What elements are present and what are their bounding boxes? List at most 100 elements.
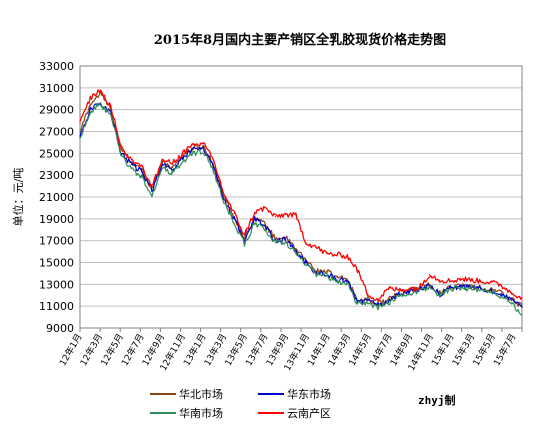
data-point — [213, 160, 215, 162]
data-point — [336, 254, 338, 256]
data-point — [284, 236, 287, 238]
legend-label: 华东市场 — [287, 387, 331, 401]
data-point — [500, 295, 503, 297]
data-point — [192, 148, 194, 150]
data-point — [511, 302, 513, 304]
data-point — [418, 287, 420, 289]
series-line-3 — [79, 102, 523, 316]
data-point — [305, 261, 307, 264]
data-point — [233, 222, 235, 224]
data-point — [521, 306, 523, 308]
data-point — [223, 193, 225, 195]
data-point — [264, 207, 266, 209]
data-point — [79, 122, 81, 124]
data-point — [254, 211, 256, 213]
data-point — [99, 89, 102, 91]
credit-text: zhyj制 — [418, 393, 456, 407]
data-point — [449, 288, 451, 290]
data-point — [439, 294, 441, 296]
data-point — [202, 142, 204, 145]
data-point — [130, 168, 132, 170]
series-line-1 — [80, 90, 523, 307]
data-point — [213, 170, 215, 172]
data-point — [305, 264, 307, 266]
data-point — [141, 164, 143, 166]
data-point — [459, 287, 461, 289]
legend-label: 华北市场 — [179, 387, 223, 401]
data-point — [99, 92, 102, 94]
data-point — [151, 194, 153, 196]
data-point — [377, 299, 379, 301]
data-point — [89, 103, 91, 105]
legend-label: 华南市场 — [179, 406, 223, 420]
data-point — [387, 299, 389, 301]
data-point — [233, 212, 235, 214]
data-point — [470, 288, 472, 290]
data-point — [398, 293, 400, 295]
data-point — [161, 163, 163, 165]
data-point — [284, 213, 287, 216]
data-point — [356, 269, 359, 271]
data-point — [367, 293, 369, 295]
data-point — [326, 270, 328, 272]
data-point — [192, 144, 194, 146]
data-point — [346, 278, 348, 280]
y-tick-label: 27000 — [39, 126, 74, 139]
data-point — [182, 152, 184, 154]
data-point — [387, 300, 389, 302]
data-point — [408, 288, 410, 290]
data-point — [120, 154, 122, 157]
data-point — [490, 281, 492, 283]
data-point — [171, 172, 174, 174]
data-point — [511, 300, 513, 302]
data-point — [326, 275, 328, 277]
data-point — [500, 292, 503, 294]
data-point — [110, 112, 112, 114]
data-point — [161, 168, 163, 170]
data-point — [336, 277, 338, 279]
data-point — [274, 242, 276, 244]
data-point — [408, 291, 410, 293]
series-line-2 — [79, 103, 523, 308]
y-tick-label: 13000 — [39, 278, 74, 291]
data-point — [387, 288, 389, 290]
data-point — [213, 165, 215, 168]
y-tick-label: 23000 — [39, 169, 74, 182]
data-point — [264, 225, 266, 228]
data-point — [141, 176, 143, 178]
data-point — [305, 242, 307, 244]
legend-label: 云南产区 — [287, 406, 331, 420]
series-lines — [79, 89, 523, 316]
data-point — [428, 273, 431, 276]
data-point — [99, 104, 102, 106]
data-point — [418, 290, 420, 292]
data-point — [274, 237, 276, 240]
data-point — [346, 280, 348, 282]
data-point — [202, 150, 204, 152]
data-point — [243, 243, 246, 245]
data-point — [377, 306, 379, 308]
data-point — [79, 135, 81, 137]
data-point — [141, 171, 143, 173]
data-point — [243, 234, 246, 236]
data-point — [295, 253, 297, 255]
data-point — [233, 218, 235, 220]
y-tick-label: 21000 — [39, 191, 74, 204]
data-point — [264, 229, 266, 231]
axes — [79, 65, 523, 332]
data-point — [89, 109, 91, 111]
y-tick-label: 31000 — [39, 82, 74, 95]
data-point — [521, 314, 523, 316]
data-point — [120, 148, 122, 150]
data-point — [490, 291, 492, 293]
data-point — [223, 198, 225, 200]
data-point — [223, 202, 225, 205]
data-point — [521, 296, 523, 299]
chart-title: 2015年8月国内主要产销区全乳胶现货价格走势图 — [154, 32, 446, 48]
data-point — [336, 279, 338, 281]
data-point — [110, 114, 112, 116]
y-tick-label: 17000 — [39, 235, 74, 248]
y-tick-label: 25000 — [39, 147, 74, 160]
